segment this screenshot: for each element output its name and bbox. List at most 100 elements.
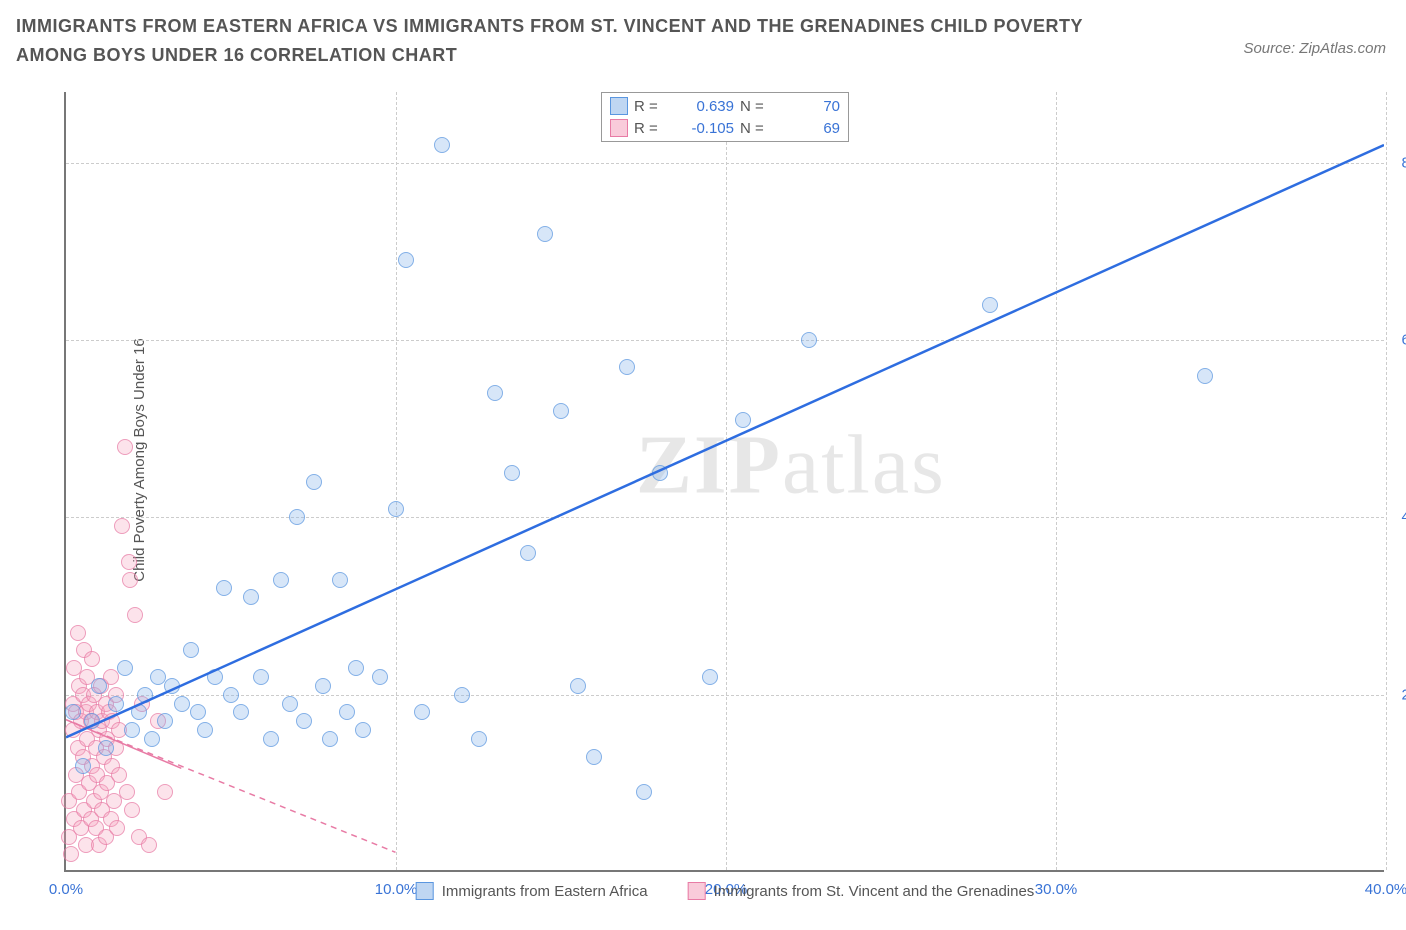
gridline-h xyxy=(66,695,1384,696)
data-point-pink xyxy=(109,820,125,836)
data-point-blue xyxy=(207,669,223,685)
data-point-blue xyxy=(348,660,364,676)
data-point-blue xyxy=(434,137,450,153)
data-point-blue xyxy=(570,678,586,694)
ytick-label: 60.0% xyxy=(1401,332,1406,349)
data-point-blue xyxy=(306,474,322,490)
r-value-pink: -0.105 xyxy=(674,120,734,137)
n-label: N = xyxy=(740,98,774,115)
chart-title: IMMIGRANTS FROM EASTERN AFRICA VS IMMIGR… xyxy=(16,12,1116,70)
data-point-blue xyxy=(332,572,348,588)
data-point-pink xyxy=(157,784,173,800)
xtick-label: 10.0% xyxy=(375,881,418,898)
gridline-h xyxy=(66,163,1384,164)
watermark-rest: atlas xyxy=(782,419,946,512)
data-point-blue xyxy=(108,696,124,712)
data-point-blue xyxy=(388,501,404,517)
data-point-blue xyxy=(355,722,371,738)
data-point-blue xyxy=(157,713,173,729)
data-point-blue xyxy=(223,687,239,703)
data-point-pink xyxy=(117,439,133,455)
data-point-blue xyxy=(190,704,206,720)
data-point-blue xyxy=(414,704,430,720)
plot-area: ZIPatlas 20.0%40.0%60.0%80.0%0.0%10.0%20… xyxy=(64,92,1384,872)
data-point-blue xyxy=(273,572,289,588)
ytick-label: 80.0% xyxy=(1401,154,1406,171)
data-point-pink xyxy=(111,767,127,783)
data-point-blue xyxy=(801,332,817,348)
data-point-pink xyxy=(124,802,140,818)
data-point-blue xyxy=(487,385,503,401)
data-point-pink xyxy=(127,607,143,623)
data-point-blue xyxy=(243,589,259,605)
n-value-pink: 69 xyxy=(780,120,840,137)
legend-item-pink: Immigrants from St. Vincent and the Gren… xyxy=(688,882,1035,900)
data-point-blue xyxy=(65,704,81,720)
data-point-blue xyxy=(216,580,232,596)
gridline-h xyxy=(66,517,1384,518)
data-point-blue xyxy=(84,713,100,729)
ytick-label: 20.0% xyxy=(1401,686,1406,703)
data-point-blue xyxy=(124,722,140,738)
swatch-pink-icon xyxy=(688,882,706,900)
swatch-blue-icon xyxy=(610,97,628,115)
data-point-blue xyxy=(339,704,355,720)
data-point-pink xyxy=(122,572,138,588)
data-point-pink xyxy=(70,625,86,641)
r-label: R = xyxy=(634,120,668,137)
legend-item-blue: Immigrants from Eastern Africa xyxy=(416,882,648,900)
data-point-blue xyxy=(183,642,199,658)
gridline-v xyxy=(1386,92,1387,870)
trend-line-blue xyxy=(66,145,1384,737)
data-point-blue xyxy=(91,678,107,694)
data-point-blue xyxy=(144,731,160,747)
data-point-blue xyxy=(75,758,91,774)
data-point-blue xyxy=(372,669,388,685)
data-point-pink xyxy=(121,554,137,570)
data-point-blue xyxy=(322,731,338,747)
data-point-blue xyxy=(1197,368,1213,384)
data-point-pink xyxy=(114,518,130,534)
data-point-blue xyxy=(520,545,536,561)
data-point-blue xyxy=(174,696,190,712)
data-point-blue xyxy=(253,669,269,685)
data-point-pink xyxy=(84,651,100,667)
data-point-blue xyxy=(263,731,279,747)
xtick-label: 0.0% xyxy=(49,881,83,898)
data-point-blue xyxy=(117,660,133,676)
data-point-blue xyxy=(471,731,487,747)
data-point-pink xyxy=(141,837,157,853)
data-point-blue xyxy=(164,678,180,694)
data-point-blue xyxy=(735,412,751,428)
data-point-pink xyxy=(119,784,135,800)
data-point-blue xyxy=(982,297,998,313)
legend-series: Immigrants from Eastern Africa Immigrant… xyxy=(416,882,1035,900)
swatch-pink-icon xyxy=(610,119,628,137)
gridline-v xyxy=(726,92,727,870)
data-point-blue xyxy=(652,465,668,481)
legend-stats-row-blue: R = 0.639 N = 70 xyxy=(610,95,840,117)
legend-stats-row-pink: R = -0.105 N = 69 xyxy=(610,117,840,139)
data-point-blue xyxy=(553,403,569,419)
ytick-label: 40.0% xyxy=(1401,509,1406,526)
swatch-blue-icon xyxy=(416,882,434,900)
data-point-blue xyxy=(98,740,114,756)
gridline-v xyxy=(396,92,397,870)
legend-stats: R = 0.639 N = 70 R = -0.105 N = 69 xyxy=(601,92,849,142)
data-point-blue xyxy=(586,749,602,765)
data-point-blue xyxy=(233,704,249,720)
data-point-blue xyxy=(702,669,718,685)
data-point-blue xyxy=(289,509,305,525)
n-value-blue: 70 xyxy=(780,98,840,115)
xtick-label: 30.0% xyxy=(1035,881,1078,898)
gridline-h xyxy=(66,340,1384,341)
data-point-blue xyxy=(282,696,298,712)
data-point-blue xyxy=(315,678,331,694)
data-point-blue xyxy=(137,687,153,703)
data-point-blue xyxy=(398,252,414,268)
data-point-blue xyxy=(504,465,520,481)
legend-label-blue: Immigrants from Eastern Africa xyxy=(442,883,648,900)
gridline-v xyxy=(1056,92,1057,870)
data-point-blue xyxy=(131,704,147,720)
data-point-blue xyxy=(619,359,635,375)
